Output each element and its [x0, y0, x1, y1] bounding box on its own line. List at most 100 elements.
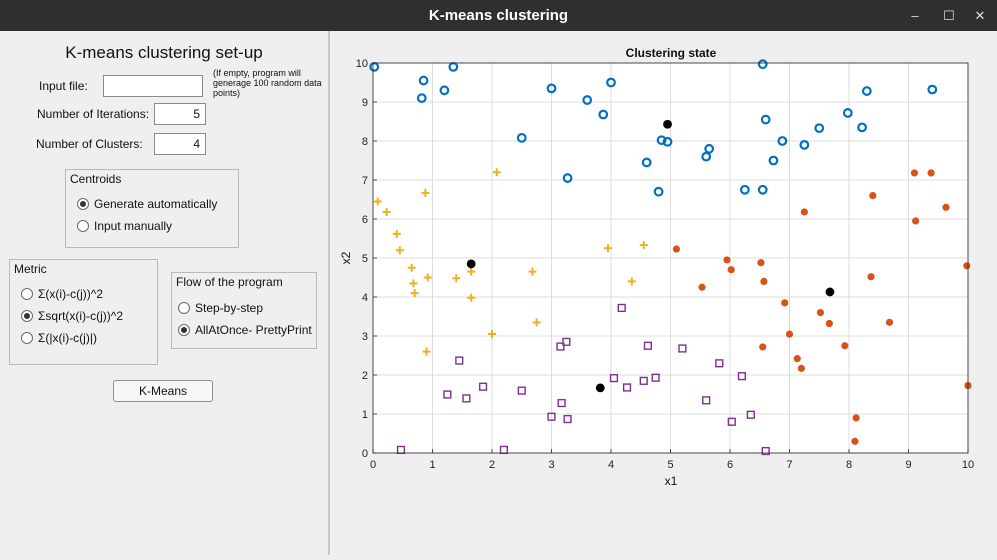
flow-all-radio[interactable]: AllAtOnce- PrettyPrint	[178, 322, 312, 338]
centroid-point	[595, 383, 605, 393]
metric-group: Metric Σ(x(i)-c(j))^2 Σsqrt(x(i)-c(j))^2…	[9, 259, 158, 365]
metric-abs-radio[interactable]: Σ(|x(i)-c(j)|)	[21, 330, 97, 346]
data-point-circle	[656, 135, 667, 146]
radio-unselected-icon	[21, 288, 33, 300]
chart-title: Clustering state	[626, 46, 717, 60]
data-point-dot	[759, 343, 767, 351]
minimize-icon[interactable]: –	[911, 8, 919, 23]
data-point-square	[727, 417, 736, 426]
radio-label: AllAtOnce- PrettyPrint	[195, 323, 312, 337]
data-point-plus	[409, 279, 418, 288]
x-tick-label: 3	[548, 459, 554, 471]
iterations-label: Number of Iterations:	[37, 107, 150, 121]
x-tick-label: 7	[786, 459, 792, 471]
clusters-field[interactable]: 4	[154, 133, 206, 155]
clusters-label: Number of Clusters:	[36, 137, 143, 151]
y-tick-label: 8	[362, 136, 368, 148]
data-point-square	[746, 410, 755, 419]
kmeans-button[interactable]: K-Means	[113, 380, 213, 402]
flow-group-title: Flow of the program	[176, 275, 283, 289]
radio-unselected-icon	[21, 332, 33, 344]
input-file-field[interactable]	[103, 75, 203, 97]
data-point-dot	[825, 319, 833, 328]
data-point-circle	[562, 173, 573, 183]
y-tick-label: 1	[362, 409, 368, 421]
data-point-dot	[793, 355, 801, 363]
data-point-square	[761, 446, 770, 456]
data-point-circle	[606, 77, 616, 88]
data-point-dot	[785, 330, 794, 338]
maximize-icon[interactable]: ☐	[943, 8, 955, 23]
flow-step-radio[interactable]: Step-by-step	[178, 300, 263, 316]
y-tick-label: 7	[362, 175, 368, 187]
data-point-plus	[421, 188, 430, 197]
y-tick-label: 6	[362, 214, 368, 226]
data-point-circle	[582, 95, 593, 105]
window-titlebar: K-means clustering – ☐ ✕	[0, 0, 997, 31]
radio-label: Σ(x(i)-c(j))^2	[38, 287, 104, 301]
y-tick-label: 5	[362, 253, 368, 265]
data-point-square	[715, 359, 724, 368]
data-point-circle	[701, 151, 712, 162]
radio-unselected-icon	[77, 220, 89, 232]
data-point-square	[557, 398, 566, 408]
data-point-plus	[423, 273, 432, 282]
data-point-square	[622, 383, 632, 392]
iterations-field[interactable]: 5	[154, 103, 206, 125]
data-point-dot	[672, 245, 681, 253]
data-point-circle	[653, 186, 664, 197]
data-point-circle	[814, 123, 825, 134]
data-point-plus	[392, 229, 401, 238]
data-point-plus	[627, 277, 636, 286]
data-point-dot	[885, 318, 894, 326]
radio-label: Generate automatically	[94, 197, 218, 211]
data-point-plus	[639, 241, 648, 250]
metric-squared-radio[interactable]: Σ(x(i)-c(j))^2	[21, 286, 103, 302]
y-tick-label: 0	[362, 448, 368, 460]
data-point-plus	[488, 330, 496, 339]
scatter-chart: Clustering state 0 1 2 3 4 5 6 7 8 9 10 0 1 2 3 4 5 6 7 8 9 1…	[339, 46, 974, 488]
x-tick-label: 4	[608, 459, 614, 471]
radio-label: Σsqrt(x(i)-c(j))^2	[38, 309, 124, 323]
data-point-circle	[704, 143, 715, 154]
close-icon[interactable]: ✕	[974, 8, 986, 23]
axis-ticks: 0 1 2 3 4 5 6 7 8 9 10 0 1 2 3 4 5 6 7 8 9 10	[356, 58, 974, 471]
data-point-plus	[528, 267, 537, 276]
data-point-dot	[757, 259, 765, 267]
data-point-circle	[641, 157, 652, 168]
data-point-square	[702, 396, 711, 405]
centroids-auto-radio[interactable]: Generate automatically	[77, 196, 217, 212]
data-point-plus	[604, 244, 613, 253]
data-point-plus	[407, 263, 416, 272]
y-tick-label: 9	[362, 97, 368, 109]
centroids-manual-radio[interactable]: Input manually	[77, 218, 172, 234]
data-point-dot	[852, 414, 860, 422]
data-point-square	[617, 303, 626, 313]
data-point-square	[609, 374, 619, 383]
data-point-dot	[869, 192, 877, 200]
data-point-plus	[452, 274, 461, 283]
data-point-circle	[861, 86, 872, 96]
input-file-note: (If empty, program will generage 100 ran…	[213, 68, 322, 98]
data-point-plus	[467, 267, 476, 276]
data-point-circle	[777, 136, 788, 146]
data-point-dot	[851, 437, 859, 445]
data-point-circle	[768, 155, 779, 166]
input-file-label: Input file:	[39, 79, 88, 93]
data-point-dot	[800, 208, 808, 216]
data-point-circle	[662, 136, 673, 147]
data-point-square	[443, 390, 452, 399]
data-point-circle	[757, 184, 768, 195]
x-tick-label: 6	[727, 459, 733, 471]
window-title: K-means clustering	[428, 7, 569, 24]
data-point-circle	[739, 184, 750, 195]
radio-label: Σ(|x(i)-c(j)|)	[38, 331, 97, 345]
data-point-square	[517, 386, 526, 395]
y-tick-label: 3	[362, 331, 368, 343]
data-point-square	[478, 382, 488, 391]
data-point-plus	[410, 289, 419, 298]
data-point-circle	[927, 84, 938, 95]
metric-sqrt-radio[interactable]: Σsqrt(x(i)-c(j))^2	[21, 308, 123, 324]
metric-group-title: Metric	[14, 262, 47, 276]
centroid-point	[466, 259, 476, 269]
